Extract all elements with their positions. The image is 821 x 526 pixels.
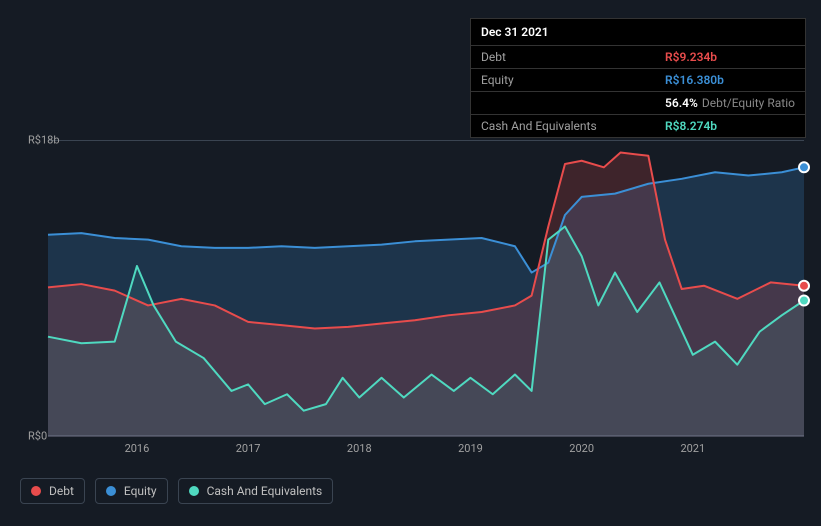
cash-end-marker — [799, 296, 809, 306]
x-axis-label: 2016 — [125, 442, 150, 455]
tooltip-row-label: Cash And Equivalents — [481, 119, 665, 133]
tooltip-row-value: R$9.234b — [665, 50, 795, 64]
x-axis-label: 2017 — [236, 442, 261, 455]
y-axis-label: R$18b — [28, 134, 48, 147]
legend-item-debt[interactable]: Debt — [20, 478, 85, 504]
legend-label: Debt — [49, 484, 74, 498]
tooltip-panel: Dec 31 2021 DebtR$9.234bEquityR$16.380b5… — [470, 18, 806, 138]
x-axis: 2016 2017 2018 2019 2020 2021 — [48, 442, 804, 462]
x-axis-label: 2020 — [569, 442, 594, 455]
tooltip-row-label — [481, 96, 665, 110]
tooltip-row: EquityR$16.380b — [471, 69, 805, 92]
equity-end-marker — [799, 162, 809, 172]
tooltip-row-value: R$8.274b — [665, 119, 795, 133]
tooltip-row-label: Debt — [481, 50, 665, 64]
chart-area — [20, 122, 804, 436]
tooltip-row-value: 56.4%Debt/Equity Ratio — [665, 96, 795, 110]
legend-label: Cash And Equivalents — [207, 484, 323, 498]
legend-item-cash-and-equivalents[interactable]: Cash And Equivalents — [178, 478, 334, 504]
legend-dot-icon — [31, 486, 41, 496]
tooltip-row-label: Equity — [481, 73, 665, 87]
tooltip-row-extra: Debt/Equity Ratio — [702, 96, 795, 110]
x-axis-label: 2018 — [347, 442, 372, 455]
tooltip-row: Cash And EquivalentsR$8.274b — [471, 115, 805, 137]
legend-dot-icon — [106, 486, 116, 496]
tooltip-row: DebtR$9.234b — [471, 46, 805, 69]
x-axis-label: 2021 — [680, 442, 705, 455]
tooltip-row-value: R$16.380b — [665, 73, 795, 87]
legend-label: Equity — [124, 484, 157, 498]
legend-item-equity[interactable]: Equity — [95, 478, 168, 504]
plot-region[interactable] — [48, 140, 804, 436]
legend: Debt Equity Cash And Equivalents — [20, 478, 333, 504]
tooltip-date: Dec 31 2021 — [471, 19, 805, 46]
debt-end-marker — [799, 281, 809, 291]
legend-dot-icon — [189, 486, 199, 496]
x-axis-label: 2019 — [458, 442, 483, 455]
tooltip-row: 56.4%Debt/Equity Ratio — [471, 92, 805, 115]
y-axis-label: R$0 — [28, 430, 48, 443]
